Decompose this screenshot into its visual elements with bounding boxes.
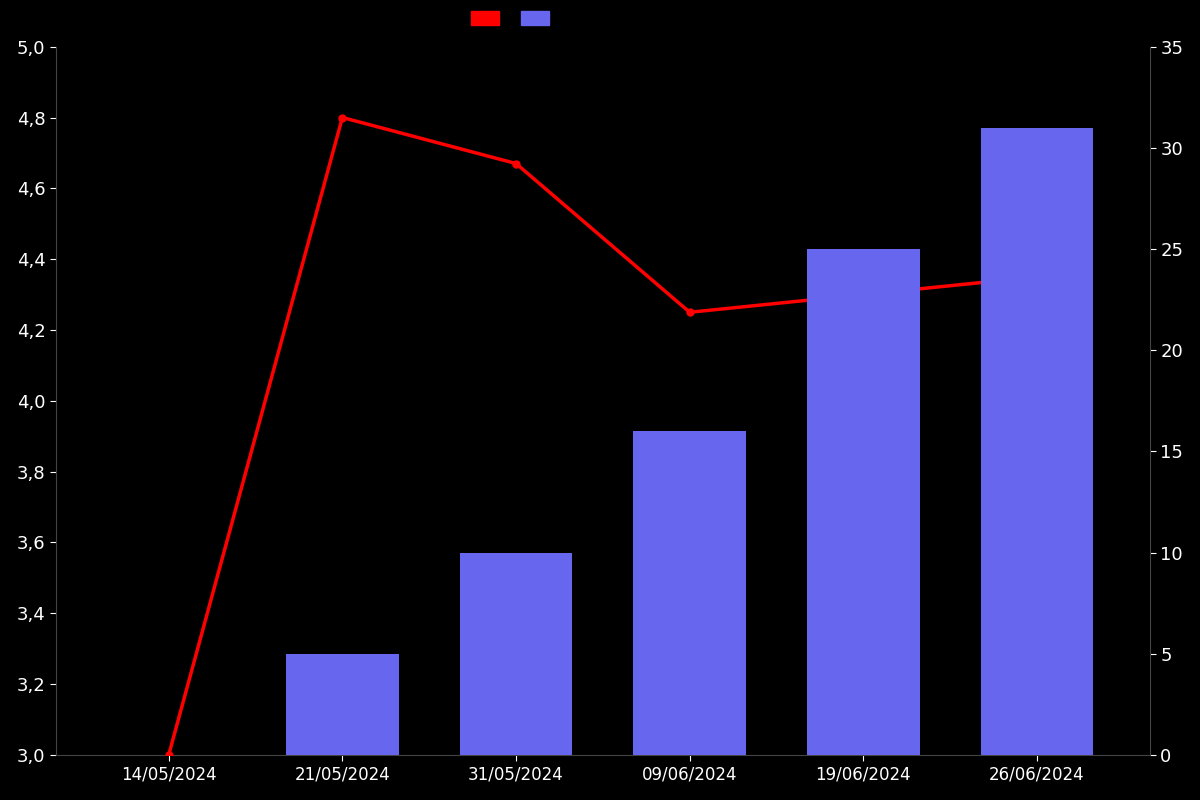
Bar [460,553,572,755]
Bar [980,128,1093,755]
Bar [286,654,398,755]
Legend: , : , [470,11,559,26]
Bar [806,249,920,755]
Bar [634,431,746,755]
